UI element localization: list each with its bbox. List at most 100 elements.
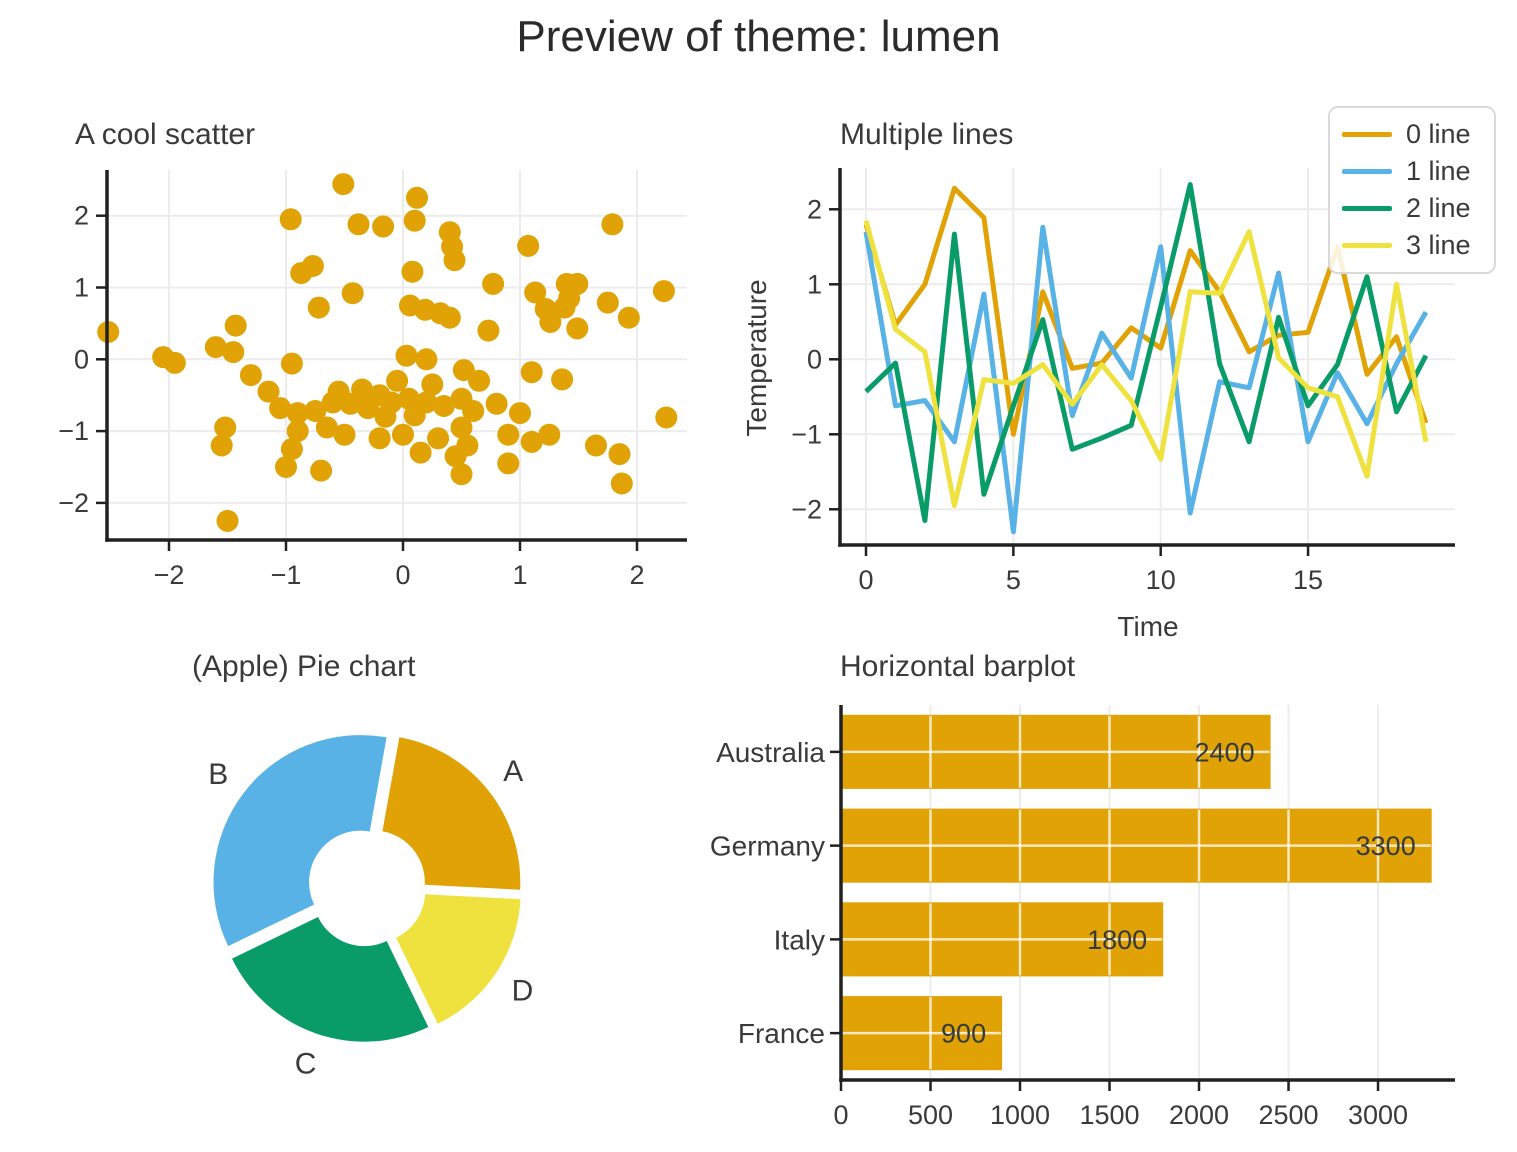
lines-title: Multiple lines	[840, 118, 1014, 151]
pie-label-B: B	[208, 758, 228, 791]
legend-item: 1 line	[1342, 153, 1494, 190]
scatter-point	[482, 272, 505, 295]
scatter-point	[280, 352, 303, 375]
scatter-point	[427, 427, 450, 450]
scatter-point	[372, 215, 395, 238]
bar-category-label: Italy	[774, 924, 825, 955]
pie-title: (Apple) Pie chart	[192, 650, 416, 683]
tick-label: 1	[807, 269, 822, 299]
pie-label-A: A	[503, 755, 523, 788]
scatter-ticks: −2 −1 0 1 2 −2 −1 0 1 2	[58, 201, 644, 590]
bar-xticks: 0 500 1000 1500 2000 2500 3000	[833, 1080, 1408, 1130]
scatter-title: A cool scatter	[75, 118, 256, 151]
pie-slice-D	[396, 894, 521, 1024]
tick-label: −1	[791, 419, 822, 449]
legend-label: 1 line	[1406, 156, 1471, 186]
scatter-point	[468, 369, 491, 392]
scatter-point	[655, 406, 678, 429]
scatter-point	[566, 272, 589, 295]
scatter-point	[524, 281, 547, 304]
scatter-point	[397, 387, 420, 410]
scatter-point	[216, 509, 239, 532]
scatter-point	[610, 472, 633, 495]
bar-value-label: 900	[941, 1019, 986, 1049]
scatter-points	[97, 173, 678, 532]
scatter-point	[275, 456, 297, 478]
page-title: Preview of theme: lumen	[516, 12, 1001, 61]
bar-value-label: 2400	[1195, 737, 1255, 767]
tick-label: 2500	[1258, 1100, 1318, 1130]
scatter-point	[538, 423, 561, 446]
scatter-point	[438, 306, 461, 329]
scatter-point	[432, 395, 455, 417]
tick-label: 5	[1006, 565, 1021, 595]
line-series	[863, 182, 1429, 535]
scatter-point	[310, 459, 333, 482]
scatter-point	[401, 260, 424, 283]
scatter-point	[566, 317, 589, 340]
legend-swatch-3-line	[1342, 243, 1392, 248]
tick-label: 500	[908, 1100, 953, 1130]
scatter-point	[395, 344, 418, 367]
tick-label: 0	[833, 1100, 848, 1130]
scatter-point	[608, 443, 631, 466]
tick-label: 2000	[1169, 1100, 1229, 1130]
scatter-point	[520, 361, 543, 384]
tick-label: 1500	[1079, 1100, 1139, 1130]
scatter-point	[443, 249, 466, 272]
scatter-point	[332, 173, 355, 196]
scatter-point	[585, 434, 607, 457]
scatter-point	[214, 416, 237, 439]
scatter-point	[539, 311, 562, 333]
scatter-point	[617, 306, 640, 329]
legend-swatch-1-line	[1342, 169, 1392, 174]
scatter-point	[315, 416, 338, 439]
scatter-point	[347, 213, 370, 236]
tick-label: −1	[58, 416, 89, 446]
bar-category-label: Germany	[710, 831, 825, 862]
legend-swatch-0-line	[1342, 132, 1392, 137]
tick-label: −2	[154, 560, 185, 590]
scatter-point	[304, 400, 327, 422]
scatter-point	[520, 430, 543, 453]
scatter-point	[497, 423, 520, 446]
scatter-point	[301, 255, 324, 277]
pie-plot: A B C D	[208, 735, 533, 1080]
scatter-point	[462, 400, 485, 422]
tick-label: 2	[74, 201, 89, 231]
scatter-point	[450, 416, 473, 439]
tick-label: −2	[791, 494, 822, 524]
scatter-point	[517, 234, 540, 257]
scatter-point	[415, 348, 438, 371]
bars: 2400 Australia 3300 Germany 1800 Italy 900 Fran…	[710, 714, 1432, 1071]
tick-label: 0	[395, 560, 410, 590]
legend-label: 0 line	[1406, 119, 1471, 149]
scatter-point	[409, 441, 432, 464]
tick-label: −2	[58, 488, 89, 518]
legend-label: 2 line	[1406, 193, 1471, 223]
tick-label: 10	[1146, 565, 1176, 595]
scatter-point	[497, 452, 520, 475]
bar-title: Horizontal barplot	[840, 650, 1076, 683]
scatter-point	[204, 336, 227, 359]
scatter-point	[333, 423, 356, 446]
tick-label: 0	[74, 344, 89, 374]
lines-spines	[838, 168, 1455, 547]
bar-value-label: 1800	[1087, 925, 1147, 955]
tick-label: 1	[74, 273, 89, 303]
lines-legend: 0 line 1 line 2 line 3 line	[1328, 106, 1496, 274]
scatter-point	[224, 314, 247, 337]
scatter-point	[421, 373, 444, 396]
scatter-point	[269, 397, 292, 420]
scatter-point	[279, 208, 302, 231]
scatter-point	[210, 434, 233, 457]
pie-label-D: D	[512, 974, 534, 1007]
legend-item: 0 line	[1342, 116, 1494, 153]
legend-label: 3 line	[1406, 230, 1471, 260]
tick-label: 3000	[1348, 1100, 1408, 1130]
scatter-spines	[105, 170, 687, 542]
scatter-point	[222, 341, 245, 364]
pie-slice-B	[213, 735, 387, 947]
scatter-point	[652, 280, 675, 303]
bar-category-label: France	[738, 1018, 825, 1049]
